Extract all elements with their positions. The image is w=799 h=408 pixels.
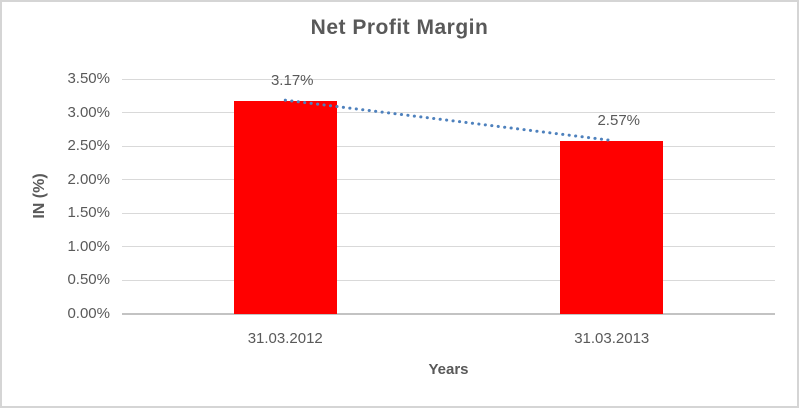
bar-31.03.2012 [233,101,337,314]
y-tick-label: 1.50% [67,204,110,222]
gridline [122,212,775,214]
y-tick-label: 1.00% [67,237,110,255]
bar-data-label: 2.57% [597,112,641,130]
gridline [122,246,775,248]
y-tick-label: 0.50% [67,271,110,289]
gridline [122,112,775,114]
y-tick-label: 3.00% [67,103,110,121]
gridline [122,78,775,80]
bar-data-label: 3.17% [270,72,314,90]
x-tick-label: 31.03.2012 [247,330,323,347]
plot-area [122,78,775,315]
x-axis-title: Years [428,361,469,378]
y-tick-label: 2.50% [67,137,110,155]
trendline-layer [283,98,614,142]
gridline [122,179,775,181]
y-tick-label: 0.00% [67,305,110,322]
chart-title: Net Profit Margin [310,16,489,39]
x-tick-label: 31.03.2013 [574,330,650,347]
gridline [122,145,775,147]
bar-31.03.2013 [560,141,664,314]
y-tick-label: 3.50% [67,70,110,87]
y-tick-label: 2.00% [67,170,110,188]
x-axis-line [122,313,775,315]
gridline [122,279,775,281]
y-axis-title: IN (%) [31,173,48,219]
